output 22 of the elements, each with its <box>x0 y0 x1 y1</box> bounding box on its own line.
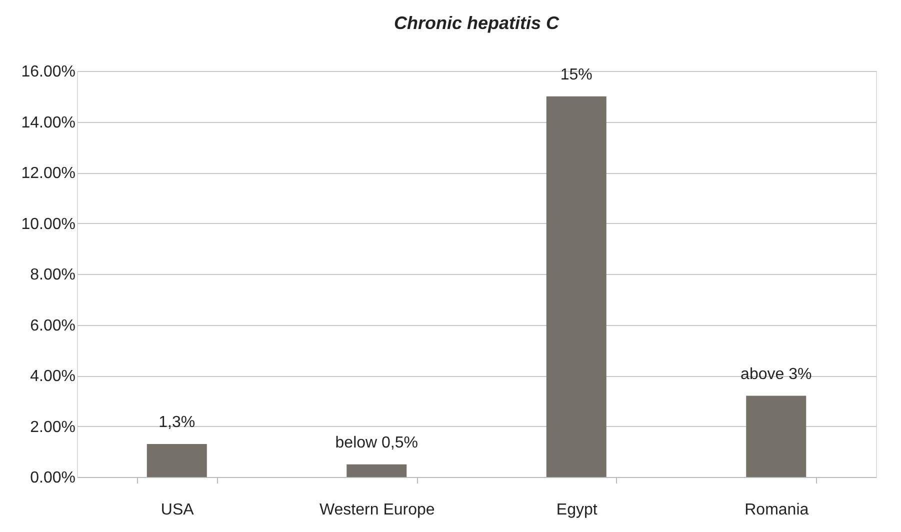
x-tick-label: Egypt <box>556 502 598 518</box>
chart-title: Chronic hepatitis C <box>394 13 560 33</box>
y-tick-label: 14.00% <box>21 114 76 132</box>
bar <box>546 96 606 477</box>
y-tick-label: 6.00% <box>30 317 76 334</box>
data-label: below 0,5% <box>335 434 418 452</box>
bar <box>746 396 806 477</box>
x-tick-label: Romania <box>744 502 809 518</box>
x-tick-label: Western Europe <box>319 502 435 518</box>
y-tick-label: 16.00% <box>21 64 76 80</box>
y-tick-label: 2.00% <box>30 418 76 436</box>
x-tick-label: USA <box>160 502 194 518</box>
data-label: 1,3% <box>158 414 196 432</box>
bar <box>146 444 207 477</box>
data-label: above 3% <box>740 366 812 383</box>
y-tick-label: 10.00% <box>21 216 76 233</box>
y-tick-label: 8.00% <box>30 266 76 284</box>
y-tick-label: 0.00% <box>30 470 76 486</box>
y-tick-label: 4.00% <box>30 368 76 385</box>
bar <box>346 464 407 477</box>
data-label: 15% <box>560 66 592 84</box>
y-tick-label: 12.00% <box>21 165 76 182</box>
